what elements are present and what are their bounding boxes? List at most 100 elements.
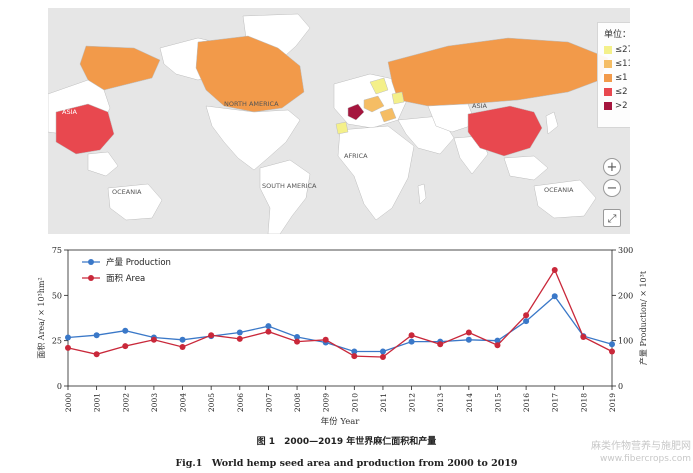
- europe-low-producer-region-3: [391, 91, 405, 105]
- area-production-chart: 0 25 50 75 0 100 200 300 2000 2001 2002 2003 2004 200…: [36, 246, 648, 427]
- series-line-area: [67, 268, 613, 358]
- map-label-asia-right: ASIA: [472, 102, 487, 110]
- x-axis-label: 年份 Year: [321, 416, 361, 427]
- world-map[interactable]: ASIA NORTH AMERICA AFRICA ASIA SOUTH AME…: [48, 8, 630, 234]
- map-label-south-america: SOUTH AMERICA: [262, 182, 317, 190]
- figure-caption-chinese: 图 1 2000—2019 年世界麻仁面积和产量: [256, 437, 437, 447]
- data-point-production: [351, 348, 358, 355]
- data-point-area: [523, 312, 530, 319]
- zoom-out-button[interactable]: −: [603, 179, 621, 197]
- x-tick-label: 2018: [579, 393, 588, 412]
- x-tick-label: 2000: [64, 393, 73, 412]
- data-point-area: [294, 338, 301, 345]
- x-tick-label: 2001: [93, 393, 102, 412]
- y-axis-right-label: 产量 Production/ × 10³t: [638, 270, 648, 365]
- data-point-area: [179, 344, 186, 351]
- legend-item-4[interactable]: ≤2 3614. 88: [598, 85, 630, 99]
- map-legend: 单位：t ≤27. 08 ≤114. 32 ≤1 267. 12 ≤2 3614…: [597, 22, 630, 128]
- data-point-area: [351, 353, 358, 360]
- data-point-production: [93, 332, 100, 339]
- y-left-tick-label: 75: [52, 246, 62, 255]
- x-tick-label: 2013: [436, 393, 445, 412]
- plot-frame: [67, 249, 613, 387]
- site-watermark: 麻类作物营养与施肥网 www.fibercrops.com: [565, 441, 691, 465]
- data-point-production: [179, 336, 186, 343]
- legend-item-1[interactable]: ≤27. 08: [598, 43, 630, 57]
- canada-region: [195, 35, 305, 113]
- map-label-asia-left: ASIA: [62, 108, 77, 116]
- series-line-production: [67, 295, 613, 353]
- y-right-tick-label: 300: [618, 246, 633, 255]
- central-asia-region: [427, 103, 477, 133]
- y-left-tick-label: 0: [57, 382, 62, 391]
- europe-mid-producer-region: [363, 95, 385, 113]
- data-point-production: [294, 334, 301, 341]
- x-tick-label: 2005: [207, 393, 216, 412]
- legend-marker-area: [88, 275, 94, 281]
- map-label-africa: AFRICA: [344, 152, 368, 160]
- x-tick-label: 2010: [350, 393, 359, 412]
- data-point-area: [322, 336, 329, 343]
- watermark-line-1: 麻类作物营养与施肥网: [591, 441, 691, 452]
- map-label-north-america: NORTH AMERICA: [224, 100, 279, 108]
- x-tick-label: 2015: [493, 393, 502, 412]
- data-point-area: [551, 266, 558, 273]
- data-point-production: [523, 318, 530, 325]
- legend-marker-production: [88, 259, 94, 265]
- y-left-tick-label: 25: [52, 337, 62, 346]
- fullscreen-icon[interactable]: ⤢: [603, 209, 621, 227]
- x-tick-label: 2012: [408, 393, 417, 412]
- chart-axes: 0 25 50 75 0 100 200 300 2000 2001 2002 2003 2004 200…: [52, 246, 633, 412]
- x-tick-label: 2009: [322, 393, 331, 412]
- legend-swatch-4: [604, 88, 612, 96]
- japan-region: [545, 111, 559, 135]
- map-label-oceania-right: OCEANIA: [544, 186, 574, 194]
- data-point-area: [150, 336, 157, 343]
- data-point-area: [465, 329, 472, 336]
- madagascar-region: [417, 183, 427, 205]
- data-point-area: [93, 351, 100, 358]
- zoom-in-button[interactable]: +: [603, 158, 621, 176]
- legend-swatch-5: [604, 102, 612, 110]
- data-point-production: [551, 293, 558, 300]
- data-point-area: [494, 342, 501, 349]
- legend-item-2[interactable]: ≤114. 32: [598, 57, 630, 71]
- data-point-area: [122, 343, 129, 350]
- australia-left-region: [107, 183, 163, 221]
- data-point-area: [408, 332, 415, 339]
- y-right-tick-label: 0: [618, 382, 623, 391]
- russia-left-region: [79, 45, 161, 91]
- south-east-asia-right-region: [503, 155, 549, 181]
- y-left-tick-label: 50: [52, 291, 62, 300]
- data-point-area: [208, 332, 215, 339]
- figure-caption-english: Fig.1 World hemp seed area and productio…: [175, 458, 518, 469]
- data-point-area: [65, 344, 71, 351]
- data-point-area: [379, 353, 386, 360]
- south-east-asia-left-region: [87, 151, 119, 177]
- x-tick-label: 2004: [179, 393, 188, 412]
- data-point-area: [580, 334, 587, 341]
- data-point-production: [265, 323, 272, 330]
- europe-top-producer-region: [347, 103, 365, 121]
- china-right-region: [467, 105, 543, 157]
- world-map-graphic: ASIA NORTH AMERICA AFRICA ASIA SOUTH AME…: [48, 8, 630, 234]
- legend-swatch-1: [604, 46, 612, 54]
- data-point-area: [437, 341, 444, 348]
- chart-series: [65, 266, 615, 360]
- x-tick-label: 2019: [608, 393, 617, 412]
- y-right-tick-label: 100: [618, 337, 633, 346]
- x-tick-label: 2006: [236, 393, 245, 412]
- legend-label-1: ≤27. 08: [615, 45, 630, 55]
- x-tick-label: 2017: [551, 393, 560, 412]
- legend-item-5[interactable]: >2 3614. 88: [598, 99, 630, 113]
- y-right-tick-label: 200: [618, 291, 633, 300]
- data-point-production: [379, 348, 386, 355]
- legend-swatch-3: [604, 74, 612, 82]
- chart-legend: 产量 Production 面积 Area: [82, 257, 171, 284]
- watermark-line-2: www.fibercrops.com: [600, 454, 691, 464]
- europe-low-producer-region: [369, 77, 389, 95]
- data-point-area: [609, 348, 615, 355]
- x-tick-label: 2002: [121, 393, 130, 412]
- legend-item-3[interactable]: ≤1 267. 12: [598, 71, 630, 85]
- south-america-region: [259, 159, 311, 234]
